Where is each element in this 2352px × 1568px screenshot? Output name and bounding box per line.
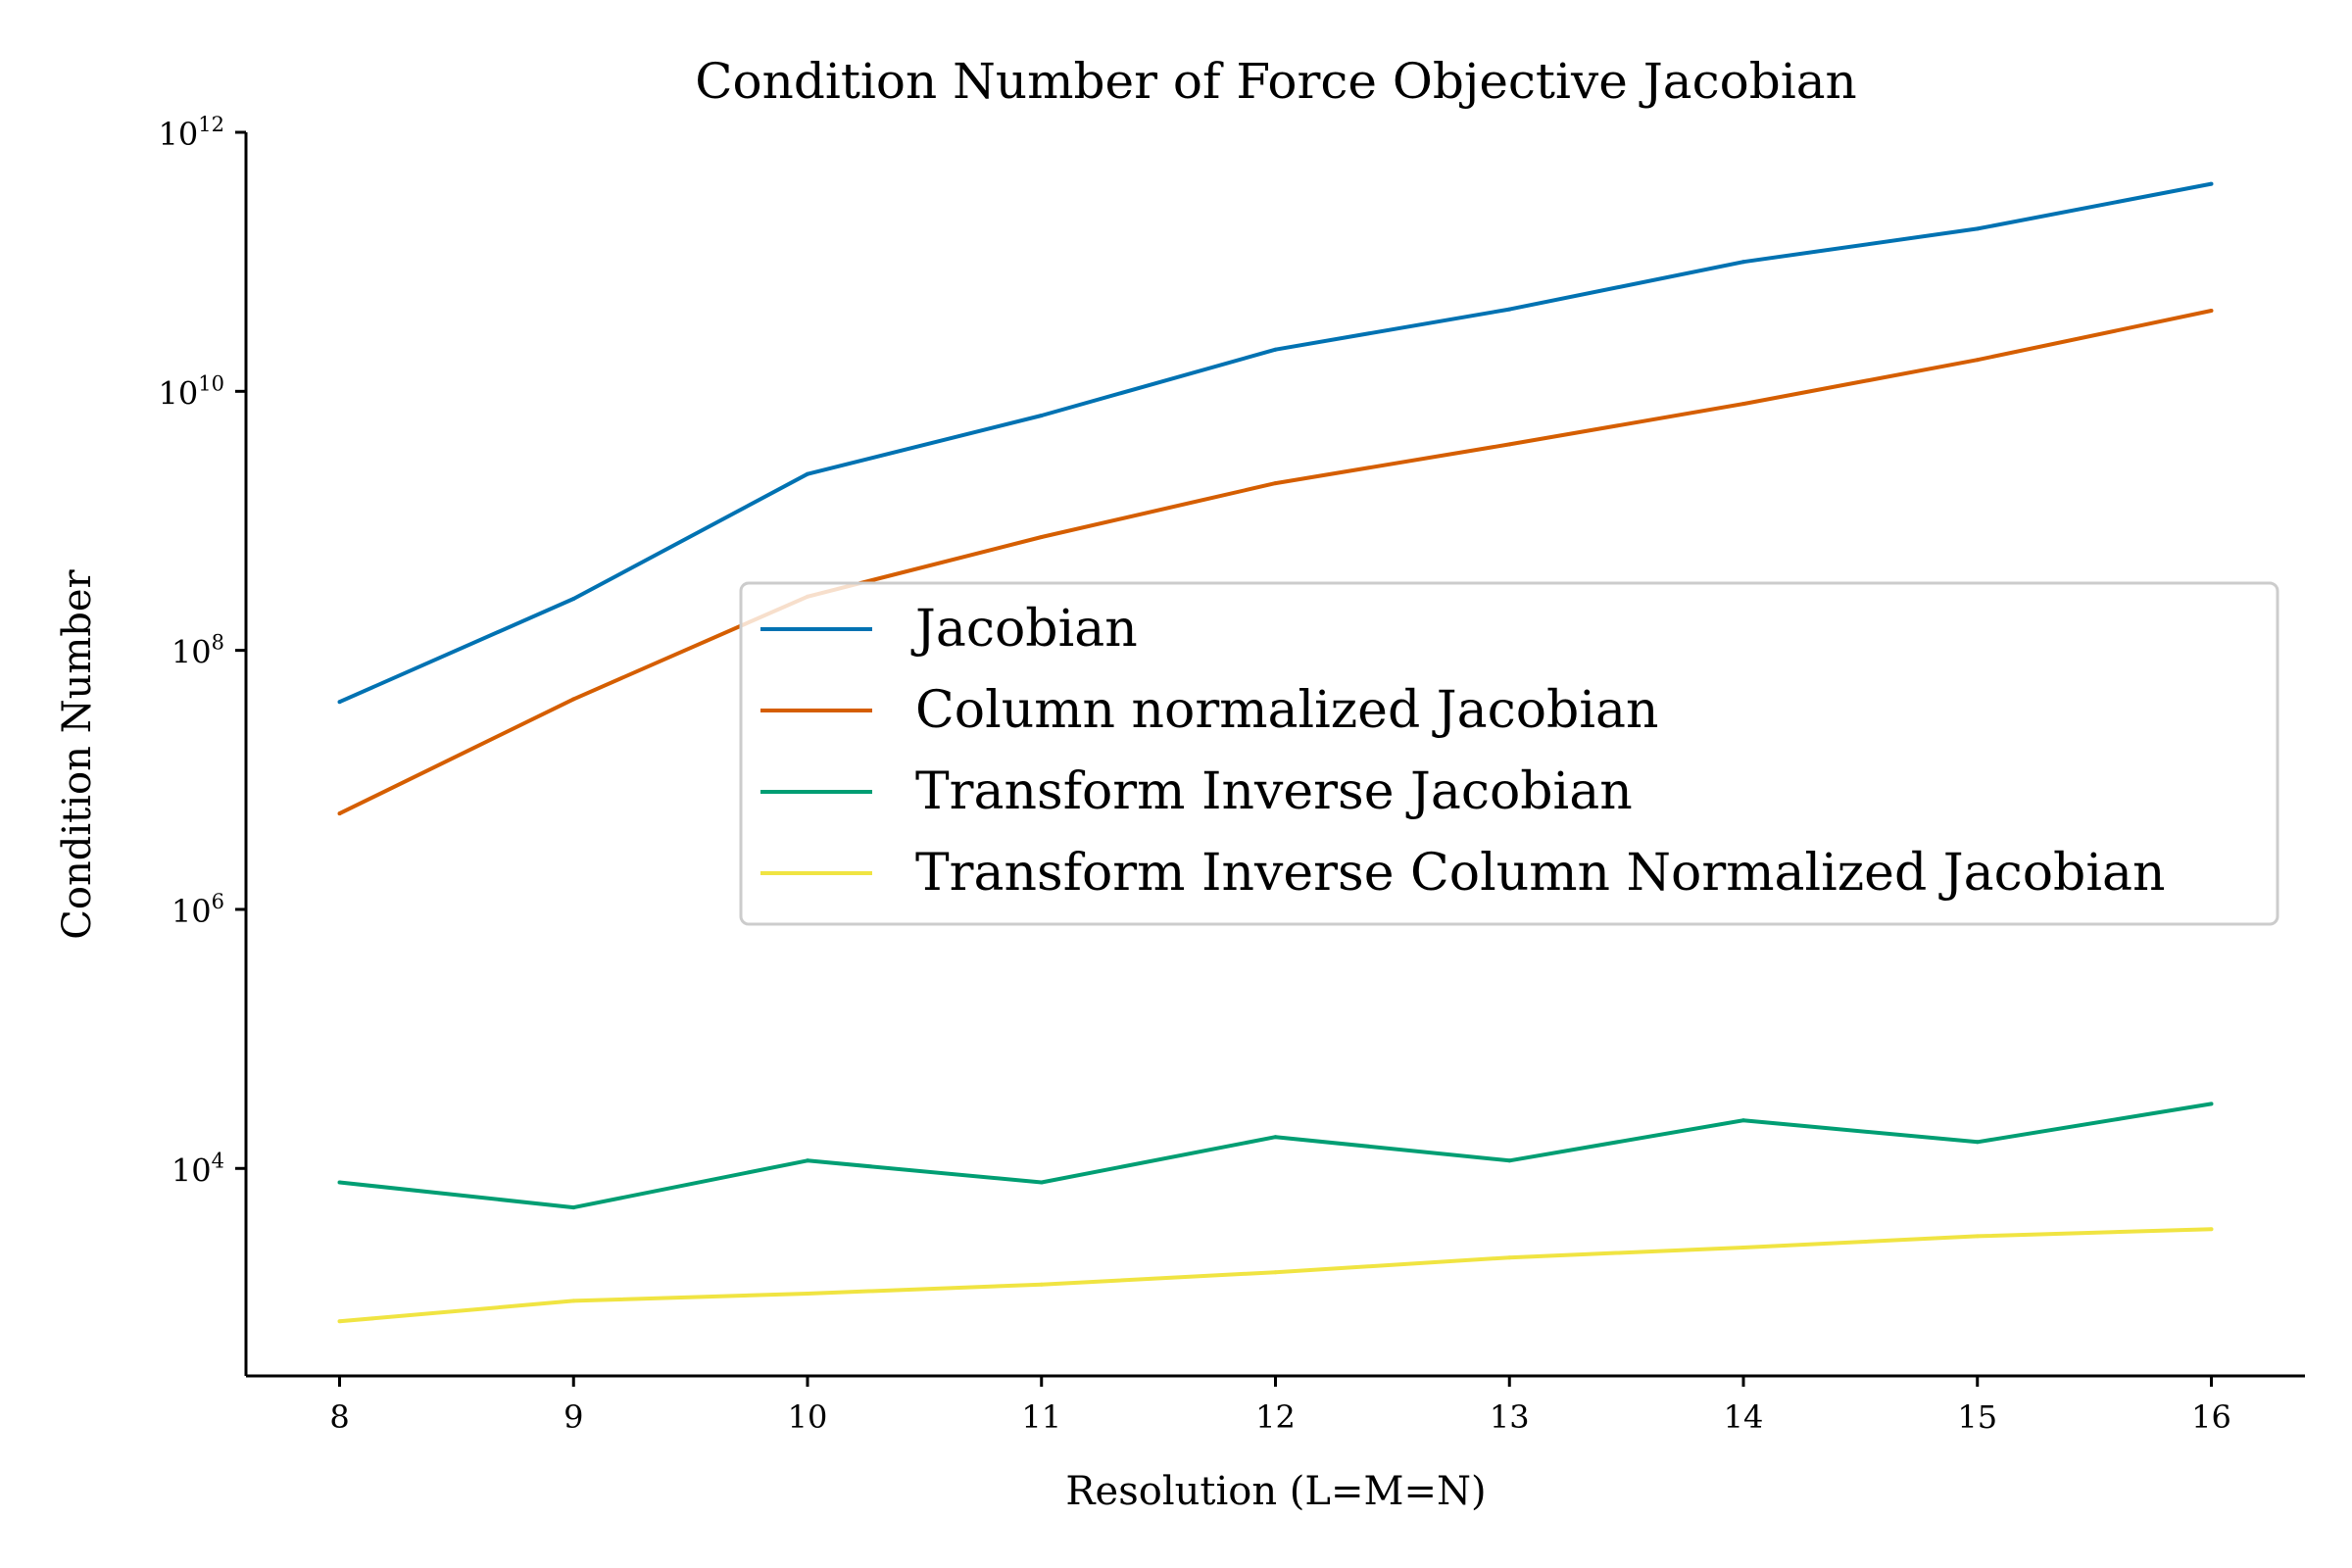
- data-point: [571, 1205, 576, 1210]
- data-point: [2209, 1227, 2214, 1232]
- data-point: [1507, 1255, 1512, 1260]
- data-point: [1273, 1135, 1278, 1140]
- data-point: [1741, 1118, 1745, 1123]
- x-tick-label: 12: [1255, 1398, 1296, 1436]
- y-tick-base: 10: [159, 374, 199, 412]
- y-tick-label: 106: [172, 890, 224, 930]
- y-tick-base: 10: [172, 1152, 212, 1189]
- x-tick-label: 11: [1021, 1398, 1061, 1436]
- data-point: [1741, 260, 1745, 265]
- y-tick-exponent: 10: [198, 371, 224, 395]
- x-tick-label: 14: [1724, 1398, 1764, 1436]
- data-point: [1273, 481, 1278, 486]
- data-point: [2209, 309, 2214, 313]
- data-point: [571, 597, 576, 601]
- x-tick-label: 16: [2191, 1398, 2231, 1436]
- data-point: [806, 1158, 809, 1163]
- series-2: [337, 1102, 2214, 1210]
- series-line: [339, 1102, 2212, 1210]
- y-tick-label: 104: [172, 1149, 224, 1189]
- data-point: [1741, 1246, 1745, 1250]
- y-tick-base: 10: [172, 634, 212, 671]
- series-line: [339, 1227, 2212, 1324]
- legend: Jacobian Column normalized Jacobian Transf…: [739, 581, 2279, 926]
- y-tick-exponent: 12: [198, 113, 224, 136]
- data-point: [1975, 1234, 1980, 1239]
- chart-title: Condition Number of Force Objective Jaco…: [695, 53, 1856, 110]
- legend-frame: [739, 581, 2279, 926]
- data-point: [1039, 414, 1044, 417]
- series-layer: [337, 181, 2214, 1324]
- data-point: [1039, 535, 1044, 539]
- y-tick-exponent: 8: [212, 631, 224, 655]
- y-tick-base: 10: [159, 116, 199, 153]
- legend-items: Jacobian Column normalized Jacobian Transf…: [760, 600, 2165, 903]
- x-tick-label: 8: [329, 1398, 349, 1436]
- data-point: [337, 1180, 342, 1185]
- y-tick-base: 10: [172, 893, 212, 930]
- x-ticks: 8 9 10 11 12 13 14 15 16: [329, 1376, 2231, 1436]
- legend-label: Jacobian: [910, 600, 1138, 659]
- y-tick-exponent: 6: [212, 890, 224, 913]
- data-point: [1039, 1282, 1044, 1287]
- data-point: [1273, 347, 1278, 352]
- data-point: [1975, 226, 1980, 231]
- data-point: [571, 1298, 576, 1303]
- data-point: [806, 1292, 809, 1296]
- y-axis-label: Condition Number: [55, 568, 100, 939]
- y-tick-label: 108: [172, 631, 224, 671]
- series-3: [337, 1227, 2214, 1324]
- data-point: [337, 1319, 342, 1324]
- data-point: [1507, 307, 1512, 312]
- data-point: [571, 697, 576, 702]
- x-tick-label: 15: [1957, 1398, 1997, 1436]
- data-point: [337, 811, 342, 816]
- data-point: [1507, 1158, 1512, 1163]
- data-point: [1039, 1180, 1044, 1185]
- data-point: [1273, 1270, 1278, 1275]
- data-point: [806, 471, 809, 476]
- x-tick-label: 13: [1490, 1398, 1530, 1436]
- data-point: [1975, 358, 1980, 363]
- data-point: [1741, 402, 1745, 407]
- legend-label: Transform Inverse Jacobian: [915, 762, 1633, 821]
- legend-label: Transform Inverse Column Normalized Jaco…: [915, 844, 2165, 903]
- series-0: [337, 181, 2214, 705]
- data-point: [2209, 1102, 2214, 1106]
- x-tick-label: 9: [564, 1398, 583, 1436]
- x-tick-label: 10: [788, 1398, 828, 1436]
- data-point: [1507, 442, 1512, 447]
- data-point: [1975, 1140, 1980, 1145]
- y-tick-exponent: 4: [212, 1149, 224, 1172]
- y-tick-label: 1010: [159, 371, 224, 412]
- data-point: [2209, 181, 2214, 186]
- legend-label: Column normalized Jacobian: [915, 681, 1658, 740]
- data-point: [337, 700, 342, 705]
- y-tick-label: 1012: [159, 113, 224, 153]
- x-axis-label: Resolution (L=M=N): [1065, 1469, 1486, 1514]
